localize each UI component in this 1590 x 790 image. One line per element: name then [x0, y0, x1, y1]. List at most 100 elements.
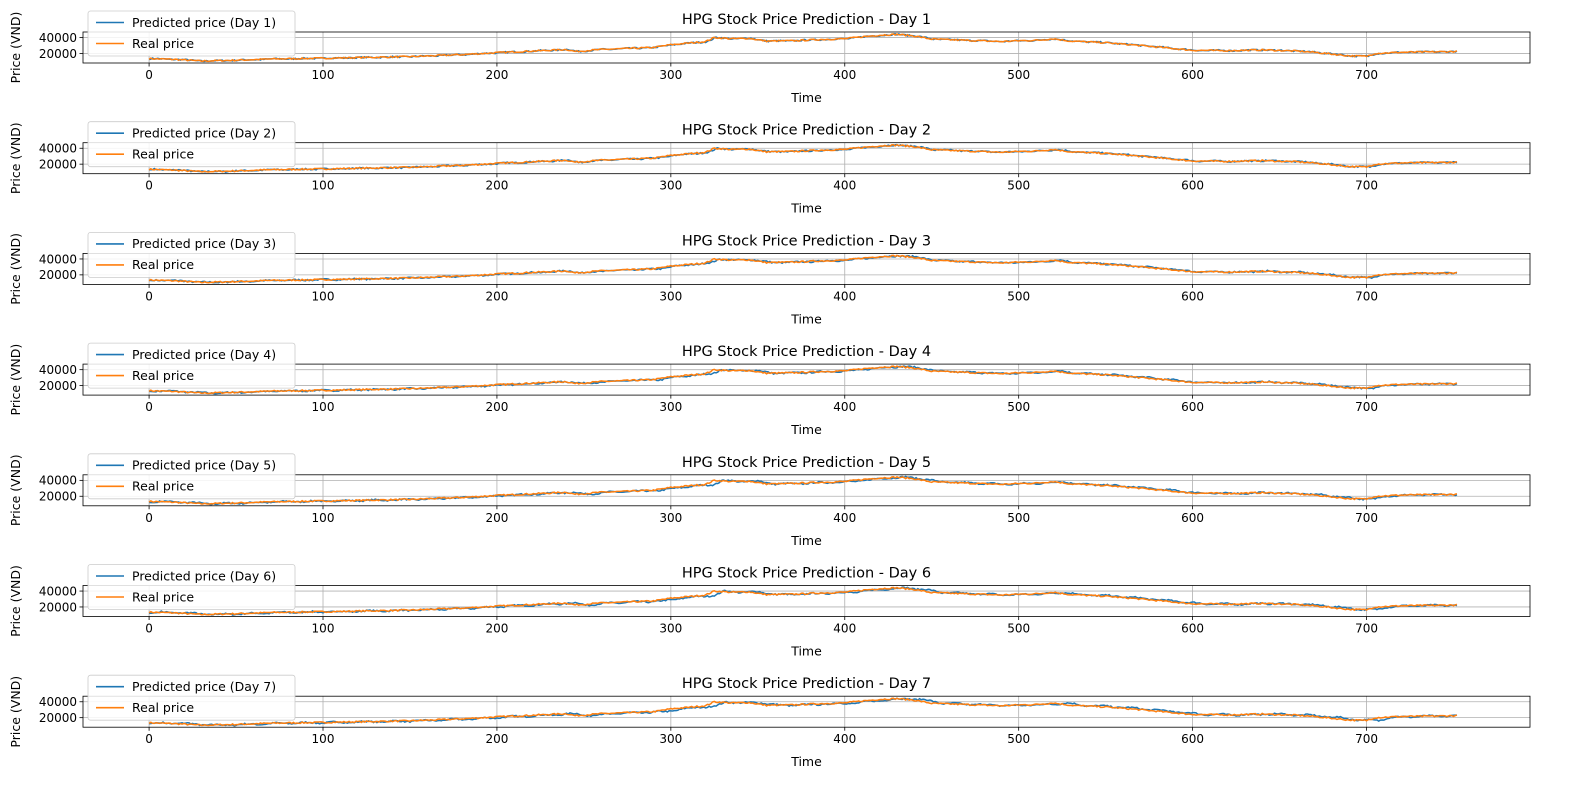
x-tick-label: 700: [1355, 732, 1378, 746]
x-tick-label: 500: [1007, 732, 1030, 746]
y-axis-label: Price (VND): [8, 122, 23, 194]
subplot-day-4: 0 100 200 300 400 500 600 700 20000 40000 HPG Stoc…: [8, 342, 1531, 437]
subplot-day-3: 0 100 200 300 400 500 600 700 20000 40000 HPG Stoc…: [8, 231, 1531, 326]
x-axis-label: Time: [790, 311, 822, 326]
x-tick-label: 100: [312, 622, 335, 636]
x-tick-label: 400: [833, 511, 856, 525]
x-tick-label: 0: [145, 622, 153, 636]
y-tick-label: 40000: [39, 474, 77, 488]
x-axis-label: Time: [790, 754, 822, 769]
chart-title: HPG Stock Price Prediction - Day 5: [682, 455, 931, 471]
series-real-line: [148, 33, 1458, 63]
x-tick-label: 500: [1007, 289, 1030, 303]
axes-frame: [82, 474, 1531, 507]
x-tick-label: 500: [1007, 179, 1030, 193]
legend-entry-label: Predicted price (Day 3): [132, 236, 276, 251]
x-tick-label: 600: [1181, 68, 1204, 82]
y-tick-label: 40000: [39, 31, 77, 45]
x-tick-label: 200: [485, 732, 508, 746]
y-axis-label: Price (VND): [8, 12, 23, 84]
series-real-line: [148, 475, 1458, 505]
legend: Predicted price (Day 2) Real price: [87, 121, 296, 168]
y-tick-label: 20000: [39, 157, 77, 171]
y-tick-label: 20000: [39, 711, 77, 725]
legend-box: [87, 453, 296, 500]
x-axis-label: Time: [790, 90, 822, 105]
y-tick-label: 40000: [39, 584, 77, 598]
y-tick-label: 20000: [39, 268, 77, 282]
x-tick-label: 300: [659, 732, 682, 746]
axes-frame: [82, 363, 1531, 396]
x-axis-label: Time: [790, 644, 822, 659]
x-tick-label: 0: [145, 289, 153, 303]
x-tick-label: 100: [312, 179, 335, 193]
legend: Predicted price (Day 1) Real price: [87, 10, 296, 57]
series-real-line: [148, 697, 1458, 727]
legend-box: [87, 231, 296, 278]
y-axis-label: Price (VND): [8, 454, 23, 526]
axes-frame: [82, 695, 1531, 728]
legend-entry-label: Predicted price (Day 5): [132, 458, 276, 473]
series-real-line: [148, 254, 1458, 284]
legend-entry-label: Real price: [132, 368, 194, 383]
x-tick-label: 300: [659, 179, 682, 193]
x-tick-label: 600: [1181, 511, 1204, 525]
legend-entry-label: Predicted price (Day 6): [132, 568, 276, 583]
x-tick-label: 400: [833, 289, 856, 303]
legend: Predicted price (Day 5) Real price: [87, 453, 296, 500]
x-tick-label: 700: [1355, 511, 1378, 525]
y-tick-label: 40000: [39, 363, 77, 377]
x-tick-label: 700: [1355, 68, 1378, 82]
x-tick-label: 700: [1355, 622, 1378, 636]
x-tick-label: 300: [659, 511, 682, 525]
x-tick-label: 100: [312, 289, 335, 303]
y-axis-label: Price (VND): [8, 565, 23, 637]
x-tick-label: 400: [833, 732, 856, 746]
legend-entry-label: Real price: [132, 36, 194, 51]
legend-entry-label: Real price: [132, 257, 194, 272]
legend-box: [87, 674, 296, 721]
y-tick-label: 40000: [39, 142, 77, 156]
legend: Predicted price (Day 7) Real price: [87, 674, 296, 721]
series-real-line: [148, 586, 1458, 616]
x-tick-label: 400: [833, 68, 856, 82]
legend-entry-label: Predicted price (Day 7): [132, 679, 276, 694]
chart-title: HPG Stock Price Prediction - Day 6: [682, 566, 931, 582]
x-axis-label: Time: [790, 533, 822, 548]
x-tick-label: 300: [659, 400, 682, 414]
x-tick-label: 500: [1007, 400, 1030, 414]
x-tick-label: 700: [1355, 289, 1378, 303]
axes-frame: [82, 585, 1531, 617]
chart-title: HPG Stock Price Prediction - Day 1: [682, 12, 931, 28]
chart-title: HPG Stock Price Prediction - Day 3: [682, 233, 931, 249]
legend: Predicted price (Day 6) Real price: [87, 564, 296, 610]
legend-box: [87, 564, 296, 610]
y-tick-label: 40000: [39, 695, 77, 709]
chart-title: HPG Stock Price Prediction - Day 4: [682, 344, 931, 360]
legend-box: [87, 10, 296, 57]
x-tick-label: 0: [145, 511, 153, 525]
x-tick-label: 100: [312, 732, 335, 746]
legend-box: [87, 121, 296, 168]
x-tick-label: 400: [833, 179, 856, 193]
subplot-day-5: 0 100 200 300 400 500 600 700 20000 40000 HPG Stoc…: [8, 453, 1531, 548]
legend-entry-label: Real price: [132, 700, 194, 715]
x-tick-label: 500: [1007, 68, 1030, 82]
series-real-line: [148, 143, 1458, 173]
x-tick-label: 100: [312, 400, 335, 414]
x-tick-label: 100: [312, 511, 335, 525]
legend: Predicted price (Day 3) Real price: [87, 231, 296, 278]
x-axis-label: Time: [790, 201, 822, 216]
legend-entry-label: Real price: [132, 589, 194, 604]
subplot-day-7: 0 100 200 300 400 500 600 700 20000 40000 HPG Stoc…: [8, 674, 1531, 769]
x-tick-label: 700: [1355, 400, 1378, 414]
x-tick-label: 0: [145, 179, 153, 193]
x-tick-label: 700: [1355, 179, 1378, 193]
x-tick-label: 0: [145, 68, 153, 82]
series-real-line: [148, 365, 1458, 395]
x-axis-label: Time: [790, 422, 822, 437]
axes-frame: [82, 142, 1531, 175]
x-tick-label: 600: [1181, 289, 1204, 303]
